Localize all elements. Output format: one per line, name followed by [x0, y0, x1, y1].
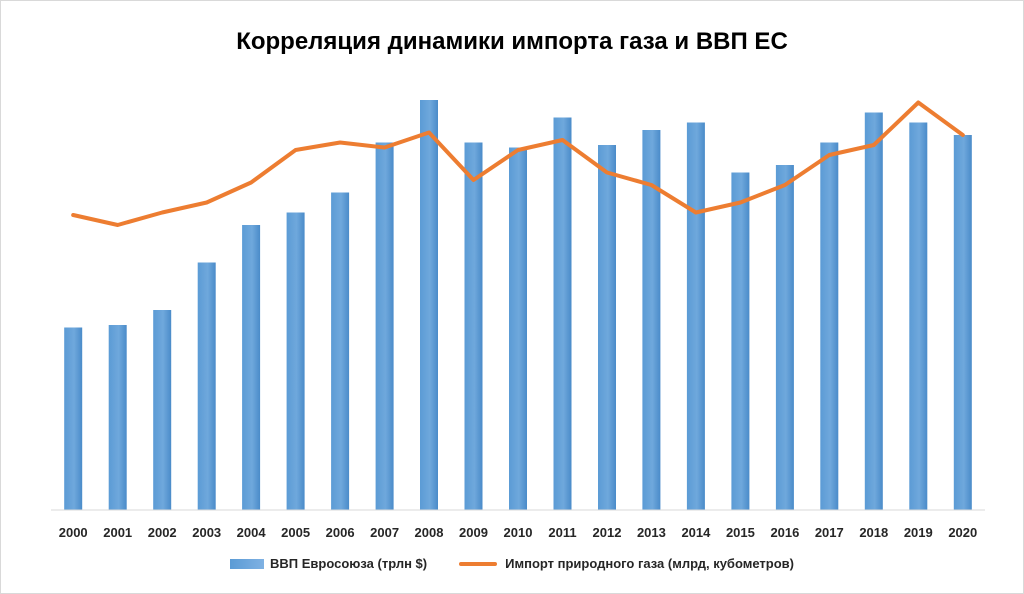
- x-tick-2001: 2001: [103, 525, 132, 540]
- x-tick-2010: 2010: [504, 525, 533, 540]
- x-tick-2011: 2011: [548, 525, 576, 540]
- bar-gdp-2006: [331, 192, 350, 510]
- x-tick-2015: 2015: [726, 525, 755, 540]
- x-tick-2017: 2017: [815, 525, 844, 540]
- legend: ВВП Евросоюза (трлн $) Импорт природного…: [0, 556, 1024, 571]
- x-tick-2008: 2008: [415, 525, 444, 540]
- x-tick-2006: 2006: [326, 525, 355, 540]
- x-tick-2007: 2007: [370, 525, 399, 540]
- bar-gdp-2003: [197, 262, 216, 510]
- legend-label-gdp: ВВП Евросоюза (трлн $): [270, 556, 428, 571]
- gdp-bars: [64, 100, 972, 510]
- bar-gdp-2008: [420, 100, 438, 510]
- legend-swatch-gdp: [230, 558, 265, 569]
- x-tick-2012: 2012: [593, 525, 622, 540]
- legend-item-gas: Импорт природного газа (млрд, кубометров…: [459, 556, 794, 571]
- bar-gdp-2012: [598, 145, 616, 510]
- bar-gdp-2020: [953, 135, 972, 510]
- x-tick-2013: 2013: [637, 525, 666, 540]
- x-tick-2009: 2009: [459, 525, 488, 540]
- chart-title: Корреляция динамики импорта газа и ВВП Е…: [236, 28, 788, 55]
- bar-gdp-2000: [64, 327, 83, 510]
- bar-gdp-2014: [686, 122, 705, 510]
- x-tick-2016: 2016: [770, 525, 799, 540]
- x-tick-labels: 2000 2001 2002 2003 2004 2005 2006 2007 2008 2009…: [59, 525, 978, 540]
- bar-gdp-2013: [642, 130, 661, 510]
- x-tick-2020: 2020: [948, 525, 977, 540]
- x-tick-2002: 2002: [148, 525, 177, 540]
- bar-gdp-2004: [242, 225, 261, 510]
- bar-gdp-2011: [553, 117, 572, 510]
- legend-swatch-gas: [459, 561, 498, 566]
- x-tick-2004: 2004: [237, 525, 267, 540]
- bar-gdp-2018: [864, 112, 883, 510]
- x-tick-2014: 2014: [681, 525, 711, 540]
- bar-gdp-2015: [731, 172, 750, 510]
- bar-gdp-2005: [286, 212, 305, 510]
- bar-gdp-2010: [509, 147, 527, 510]
- bar-gdp-2002: [153, 310, 172, 510]
- legend-label-gas: Импорт природного газа (млрд, кубометров…: [505, 556, 794, 571]
- bar-gdp-2001: [108, 325, 127, 510]
- x-tick-2019: 2019: [904, 525, 933, 540]
- x-tick-2018: 2018: [859, 525, 888, 540]
- legend-item-gdp: ВВП Евросоюза (трлн $): [230, 556, 427, 571]
- x-tick-2005: 2005: [281, 525, 310, 540]
- x-tick-2003: 2003: [192, 525, 221, 540]
- bar-gdp-2009: [464, 142, 483, 510]
- bar-gdp-2016: [775, 165, 794, 510]
- x-tick-2000: 2000: [59, 525, 88, 540]
- bar-gdp-2019: [909, 122, 928, 510]
- bar-gdp-2017: [820, 142, 839, 510]
- bar-gdp-2007: [375, 142, 394, 510]
- gas-import-series: [71, 100, 965, 227]
